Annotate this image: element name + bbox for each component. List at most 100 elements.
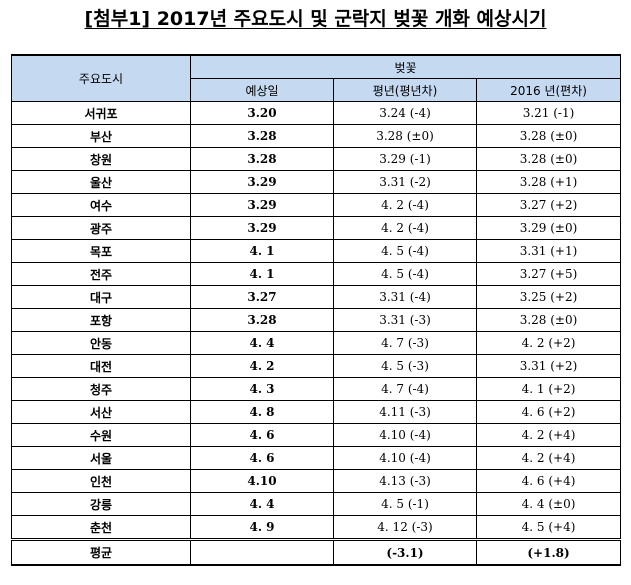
average-prev: (+1.8): [475, 538, 622, 566]
table-row: 서울 4. 6 4.10 (-4) 4. 2 (+4): [11, 446, 622, 470]
normal-cell: 4.10 (-4): [333, 423, 477, 447]
table-row: 강릉 4. 4 4. 5 (-1) 4. 4 (±0): [11, 492, 622, 516]
expected-cell: 4. 3: [190, 377, 334, 401]
prev-year-cell: 4. 6 (+4): [475, 469, 622, 493]
table-row: 광주 3.29 4. 2 (-4) 3.29 (±0): [11, 216, 622, 240]
normal-cell: 4. 2 (-4): [333, 193, 477, 217]
header-prev-year: 2016 년(편차): [475, 78, 622, 102]
prev-year-cell: 4. 2 (+4): [475, 423, 622, 447]
table-row: 수원 4. 6 4.10 (-4) 4. 2 (+4): [11, 423, 622, 447]
table-row: 서산 4. 8 4.11 (-3) 4. 6 (+2): [11, 400, 622, 424]
city-cell: 부산: [11, 124, 191, 148]
table-row: 서귀포 3.20 3.24 (-4) 3.21 (-1): [11, 101, 622, 125]
city-cell: 울산: [11, 170, 191, 194]
city-cell: 인천: [11, 469, 191, 493]
normal-cell: 4.10 (-4): [333, 446, 477, 470]
prev-year-cell: 3.28 (±0): [475, 308, 622, 332]
header-group-cherry-blossom: 벚꽃: [189, 54, 622, 79]
expected-cell: 4. 4: [190, 492, 334, 516]
prev-year-cell: 4. 1 (+2): [475, 377, 622, 401]
table-row: 울산 3.29 3.31 (-2) 3.28 (+1): [11, 170, 622, 194]
expected-cell: 4. 1: [190, 239, 334, 263]
table-row: 청주 4. 3 4. 7 (-4) 4. 1 (+2): [11, 377, 622, 401]
city-cell: 대구: [11, 285, 191, 309]
expected-cell: 3.27: [190, 285, 334, 309]
expected-cell: 4. 2: [190, 354, 334, 378]
prev-year-cell: 3.31 (+1): [475, 239, 622, 263]
average-label: 평균: [11, 538, 191, 566]
prev-year-cell: 3.25 (+2): [475, 285, 622, 309]
expected-cell: 3.28: [190, 124, 334, 148]
expected-cell: 3.29: [190, 216, 334, 240]
table-row: 여수 3.29 4. 2 (-4) 3.27 (+2): [11, 193, 622, 217]
normal-cell: 3.31 (-3): [333, 308, 477, 332]
table-footer: 평균 (-3.1) (+1.8): [11, 538, 622, 566]
average-expected: [190, 538, 334, 566]
expected-cell: 4. 6: [190, 446, 334, 470]
prev-year-cell: 4. 2 (+2): [475, 331, 622, 355]
average-row: 평균 (-3.1) (+1.8): [11, 538, 622, 566]
prev-year-cell: 3.21 (-1): [475, 101, 622, 125]
expected-cell: 3.20: [190, 101, 334, 125]
city-cell: 여수: [11, 193, 191, 217]
title-text: [첨부1] 2017년 주요도시 및 군락지 벚꽃 개화 예상시기: [84, 8, 547, 30]
table-row: 창원 3.28 3.29 (-1) 3.28 (±0): [11, 147, 622, 171]
normal-cell: 4. 5 (-3): [333, 354, 477, 378]
normal-cell: 4. 5 (-4): [333, 239, 477, 263]
prev-year-cell: 3.28 (±0): [475, 147, 622, 171]
prev-year-cell: 4. 4 (±0): [475, 492, 622, 516]
city-cell: 강릉: [11, 492, 191, 516]
normal-cell: 4. 2 (-4): [333, 216, 477, 240]
normal-cell: 4. 5 (-4): [333, 262, 477, 286]
normal-cell: 4.13 (-3): [333, 469, 477, 493]
city-cell: 목포: [11, 239, 191, 263]
header-expected: 예상일: [190, 78, 334, 102]
prev-year-cell: 4. 6 (+2): [475, 400, 622, 424]
table-row: 전주 4. 1 4. 5 (-4) 3.27 (+5): [11, 262, 622, 286]
table-row: 대구 3.27 3.31 (-4) 3.25 (+2): [11, 285, 622, 309]
table-row: 목포 4. 1 4. 5 (-4) 3.31 (+1): [11, 239, 622, 263]
city-cell: 대전: [11, 354, 191, 378]
normal-cell: 3.24 (-4): [333, 101, 477, 125]
prev-year-cell: 3.28 (±0): [475, 124, 622, 148]
page-title: [첨부1] 2017년 주요도시 및 군락지 벚꽃 개화 예상시기: [0, 6, 631, 32]
city-cell: 청주: [11, 377, 191, 401]
city-cell: 서산: [11, 400, 191, 424]
normal-cell: 3.29 (-1): [333, 147, 477, 171]
city-cell: 창원: [11, 147, 191, 171]
normal-cell: 3.31 (-4): [333, 285, 477, 309]
table-row: 부산 3.28 3.28 (±0) 3.28 (±0): [11, 124, 622, 148]
table-body: 서귀포 3.20 3.24 (-4) 3.21 (-1) 부산 3.28 3.28 (±0)…: [11, 101, 622, 540]
city-cell: 서귀포: [11, 101, 191, 125]
prev-year-cell: 4. 2 (+4): [475, 446, 622, 470]
table-row: 포항 3.28 3.31 (-3) 3.28 (±0): [11, 308, 622, 332]
prev-year-cell: 3.28 (+1): [475, 170, 622, 194]
average-normal: (-3.1): [333, 538, 477, 566]
prev-year-cell: 3.29 (±0): [475, 216, 622, 240]
normal-cell: 3.31 (-2): [333, 170, 477, 194]
expected-cell: 4. 1: [190, 262, 334, 286]
header-city: 주요도시: [11, 54, 191, 102]
expected-cell: 4. 6: [190, 423, 334, 447]
normal-cell: 4. 12 (-3): [333, 515, 477, 540]
prev-year-cell: 3.31 (+2): [475, 354, 622, 378]
normal-cell: 4. 5 (-1): [333, 492, 477, 516]
city-cell: 춘천: [11, 515, 191, 540]
city-cell: 안동: [11, 331, 191, 355]
city-cell: 전주: [11, 262, 191, 286]
normal-cell: 4. 7 (-4): [333, 377, 477, 401]
expected-cell: 4. 4: [190, 331, 334, 355]
expected-cell: 4. 8: [190, 400, 334, 424]
table-row: 대전 4. 2 4. 5 (-3) 3.31 (+2): [11, 354, 622, 378]
table-row: 인천 4.10 4.13 (-3) 4. 6 (+4): [11, 469, 622, 493]
expected-cell: 3.29: [190, 170, 334, 194]
expected-cell: 3.28: [190, 308, 334, 332]
header-normal: 평년(평년차): [333, 78, 477, 102]
city-cell: 광주: [11, 216, 191, 240]
normal-cell: 3.28 (±0): [333, 124, 477, 148]
normal-cell: 4.11 (-3): [333, 400, 477, 424]
prev-year-cell: 3.27 (+5): [475, 262, 622, 286]
prev-year-cell: 4. 5 (+4): [475, 515, 622, 540]
city-cell: 서울: [11, 446, 191, 470]
city-cell: 수원: [11, 423, 191, 447]
